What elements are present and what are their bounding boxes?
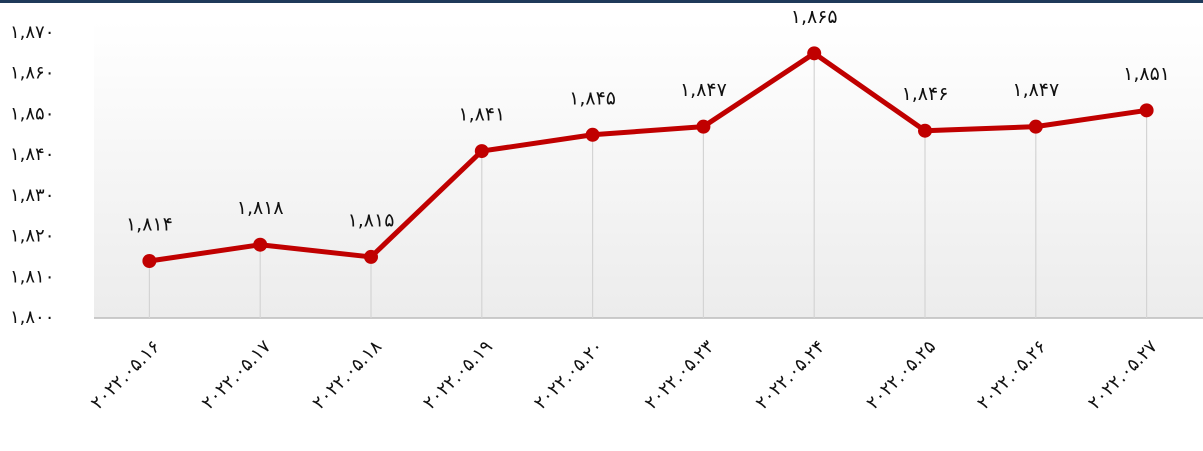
y-tick-label: ۱,۸۲۰ (10, 226, 54, 247)
point (364, 249, 378, 264)
point (585, 127, 600, 142)
x-tick-label: ۲۰۲۲.۰۵.۲۶ (973, 336, 1051, 414)
data-label: ۱,۸۴۱ (458, 104, 505, 126)
y-tick-label: ۱,۸۴۰ (10, 144, 54, 165)
point (807, 46, 822, 61)
point (918, 123, 932, 138)
y-tick-label: ۱,۸۵۰ (10, 103, 54, 124)
data-label: ۱,۸۴۵ (569, 87, 616, 109)
line (149, 50, 1147, 264)
point (142, 254, 157, 268)
y-tick-label: ۱,۸۳۰ (10, 185, 54, 206)
data-label: ۱,۸۴۶ (902, 83, 949, 105)
data-label: ۱,۸۵۱ (1123, 63, 1170, 85)
data-label: ۱,۸۱۸ (237, 197, 284, 219)
x-tick-label: ۲۰۲۲.۰۵.۲۰ (530, 336, 608, 414)
point (474, 144, 489, 159)
data-label: ۱,۸۱۵ (348, 209, 395, 231)
y-tick-label: ۱,۸۷۰ (10, 22, 54, 43)
x-tick-label: ۲۰۲۲.۰۵.۲۵ (862, 336, 940, 414)
x-tick-label: ۲۰۲۲.۰۵.۱۸ (308, 336, 386, 414)
x-tick-label: ۲۰۲۲.۰۵.۱۹ (419, 336, 497, 414)
y-tick-label: ۱,۸۰۰ (10, 307, 54, 328)
y-tick-label: ۱,۸۱۰ (10, 266, 54, 287)
x-tick-label: ۲۰۲۲.۰۵.۲۴ (752, 336, 830, 414)
top-bar (0, 0, 1203, 3)
data-label: ۱,۸۶۵ (791, 6, 838, 28)
x-tick-label: ۲۰۲۲.۰۵.۱۶ (87, 336, 165, 414)
x-tick-label: ۲۰۲۲.۰۵.۲۳ (641, 336, 719, 414)
x-tick-label: ۲۰۲۲.۰۵.۲۷ (1084, 336, 1162, 414)
point (253, 237, 268, 252)
data-label: ۱,۸۱۴ (126, 214, 173, 236)
y-tick-label: ۱,۸۶۰ (10, 63, 54, 84)
point (1028, 119, 1043, 134)
data-label: ۱,۸۴۷ (680, 79, 727, 101)
point (696, 119, 711, 134)
data-label: ۱,۸۴۷ (1012, 79, 1059, 101)
point (1139, 103, 1154, 118)
x-tick-label: ۲۰۲۲.۰۵.۱۷ (198, 336, 276, 414)
plot-area (94, 20, 1203, 318)
